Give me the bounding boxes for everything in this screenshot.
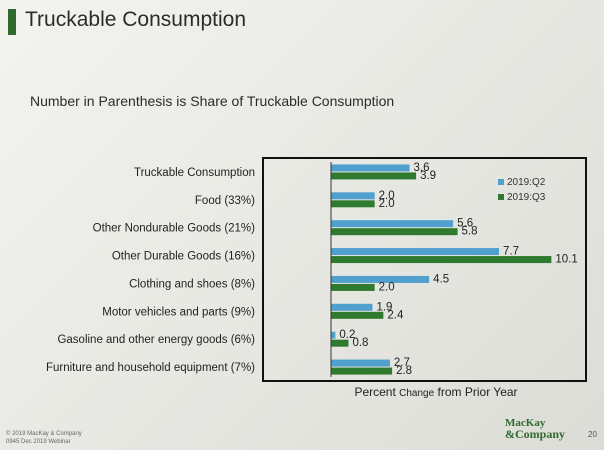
- data-label: 3.9: [420, 170, 436, 182]
- bar-q3: [331, 228, 458, 236]
- data-label: 5.8: [462, 226, 478, 238]
- bar-q2: [331, 303, 373, 311]
- footer-copyright: © 2019 MacKay & Company 0945 Dec 2019 We…: [6, 430, 82, 446]
- page-number: 20: [588, 430, 597, 439]
- legend-swatch-q3: [498, 194, 504, 200]
- data-label: 3.6: [414, 162, 430, 174]
- legend-label: 2019:Q3: [507, 192, 546, 203]
- category-label: Motor vehicles and parts (9%): [102, 306, 255, 318]
- data-label: 2.0: [379, 198, 395, 210]
- data-label: 4.5: [433, 273, 449, 285]
- bar-q2: [331, 192, 375, 200]
- company-logo: MacKay &Company: [505, 417, 585, 441]
- category-label: Clothing and shoes (8%): [129, 278, 255, 290]
- data-label: 1.9: [376, 301, 392, 313]
- logo-line-2: &Company: [505, 427, 566, 441]
- data-label: 2.0: [379, 281, 395, 293]
- bar-q3: [331, 256, 552, 264]
- data-label: 0.2: [339, 329, 355, 341]
- data-label: 7.7: [503, 246, 519, 258]
- title-accent-bar: [8, 9, 16, 35]
- data-label: 2.7: [394, 357, 410, 369]
- bar-q2: [331, 220, 454, 228]
- category-label: Other Durable Goods (16%): [112, 251, 255, 263]
- x-axis-label-part3: from Prior Year: [437, 385, 518, 399]
- category-label: Other Nondurable Goods (21%): [93, 223, 256, 235]
- data-label: 5.6: [457, 218, 473, 230]
- data-label: 2.4: [387, 309, 404, 321]
- bar-q2: [331, 248, 499, 256]
- data-label: 0.8: [352, 337, 368, 349]
- x-axis-label-part2: Change: [399, 388, 435, 399]
- bar-q2: [331, 275, 430, 283]
- bar-q2: [331, 359, 390, 367]
- bar-q3: [331, 283, 375, 291]
- x-axis-label-part1: Percent: [354, 385, 396, 399]
- slide-title: Truckable Consumption: [25, 8, 246, 31]
- data-label: 10.1: [555, 254, 577, 266]
- bar-q3: [331, 200, 375, 208]
- footer-line-1: © 2019 MacKay & Company: [6, 431, 82, 437]
- bar-q3: [331, 172, 417, 180]
- logo-line-1: MacKay: [505, 417, 546, 429]
- category-label: Truckable Consumption: [134, 167, 255, 179]
- legend-label: 2019:Q2: [507, 177, 546, 188]
- data-label: 2.0: [379, 190, 395, 202]
- plot-frame: [262, 157, 587, 382]
- category-label: Gasoline and other energy goods (6%): [57, 334, 255, 346]
- data-label: 2.8: [396, 365, 412, 377]
- bar-q3: [331, 311, 384, 319]
- x-axis-label: Percent Change from Prior Year: [263, 385, 604, 399]
- slide-subtitle: Number in Parenthesis is Share of Trucka…: [30, 93, 395, 109]
- footer-line-2: 0945 Dec 2019 Webinar: [6, 439, 71, 445]
- bar-q3: [331, 339, 349, 347]
- bar-q2: [331, 164, 410, 172]
- category-label: Furniture and household equipment (7%): [46, 362, 255, 374]
- bar-q3: [331, 367, 393, 375]
- bar-q2: [331, 331, 336, 339]
- category-label: Food (33%): [195, 195, 255, 207]
- legend-swatch-q2: [498, 179, 504, 185]
